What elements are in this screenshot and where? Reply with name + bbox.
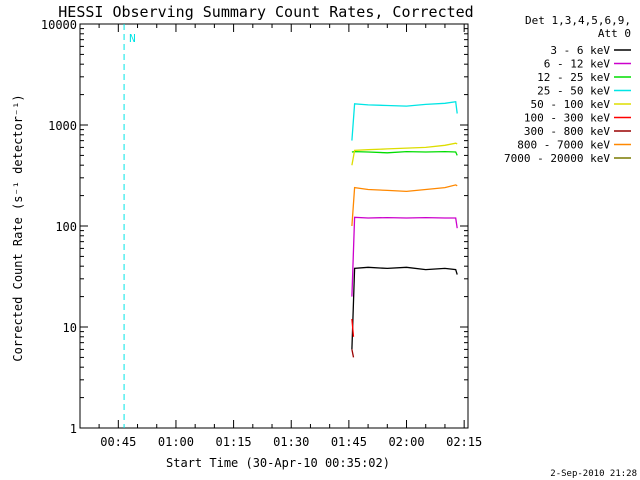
legend-label: 3 - 6 keV bbox=[550, 44, 610, 57]
y-tick-label: 100 bbox=[55, 220, 77, 234]
legend-label: 300 - 800 keV bbox=[524, 125, 610, 138]
x-tick-label: 01:15 bbox=[216, 435, 252, 449]
plot-frame bbox=[79, 23, 469, 429]
y-axis-label: Corrected Count Rate (s⁻¹ detector⁻¹) bbox=[11, 94, 25, 361]
series-line bbox=[351, 318, 355, 337]
x-axis-label: Start Time (30-Apr-10 00:35:02) bbox=[166, 456, 390, 470]
series-line bbox=[351, 184, 458, 227]
plot-area: N 00:45 01:00 01:15 01:30 01:45 02:00 02:15 11… bbox=[41, 18, 482, 449]
x-tick-label: 02:00 bbox=[388, 435, 424, 449]
series-line bbox=[351, 100, 458, 141]
legend-header-line-1: Det 1,3,4,5,6,9, bbox=[525, 14, 631, 27]
legend-label: 7000 - 20000 keV bbox=[504, 152, 610, 165]
flag-label: N bbox=[129, 32, 136, 45]
series-line bbox=[351, 266, 458, 350]
x-tick-label: 02:15 bbox=[446, 435, 482, 449]
y-tick-label: 1 bbox=[70, 422, 77, 436]
series-line bbox=[351, 142, 458, 166]
series-line bbox=[351, 150, 458, 156]
y-tick-label: 10000 bbox=[41, 18, 77, 32]
chart-title: HESSI Observing Summary Count Rates, Cor… bbox=[58, 3, 473, 21]
legend-label: 6 - 12 keV bbox=[544, 58, 611, 71]
x-tick-label: 01:45 bbox=[331, 435, 367, 449]
y-tick-label: 10 bbox=[63, 321, 77, 335]
flag-lines: N bbox=[123, 24, 136, 428]
series-marks bbox=[351, 100, 458, 358]
footer-date: 2-Sep-2010 21:28 bbox=[550, 469, 637, 479]
y-tick-label: 1000 bbox=[48, 119, 77, 133]
series-line bbox=[351, 216, 458, 297]
legend-label: 50 - 100 keV bbox=[531, 98, 611, 111]
legend-label: 25 - 50 keV bbox=[537, 85, 610, 98]
legend-label: 12 - 25 keV bbox=[537, 71, 610, 84]
x-tick-label: 01:30 bbox=[273, 435, 309, 449]
legend-header-line-2: Att 0 bbox=[598, 27, 631, 40]
legend-label: 100 - 300 keV bbox=[524, 112, 610, 125]
series-line bbox=[351, 349, 355, 358]
y-axis-ticks: 1 10 100 1000 10000 bbox=[41, 18, 468, 436]
x-tick-label: 01:00 bbox=[158, 435, 194, 449]
x-axis-ticks: 00:45 01:00 01:15 01:30 01:45 02:00 02:15 bbox=[98, 24, 482, 449]
legend-label: 800 - 7000 keV bbox=[517, 139, 610, 152]
x-tick-label: 00:45 bbox=[100, 435, 136, 449]
